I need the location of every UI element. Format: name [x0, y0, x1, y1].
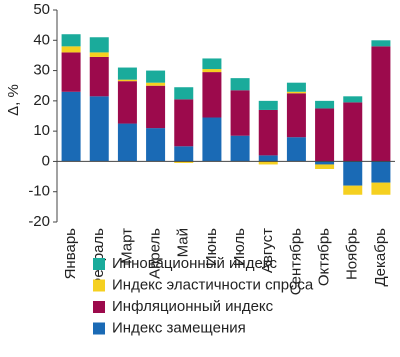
x-tick-label: Октябрь — [316, 228, 333, 286]
bar-segment — [230, 78, 250, 91]
bar-segment — [343, 161, 363, 186]
bar-segment — [89, 96, 109, 162]
bar-segment — [343, 102, 363, 162]
bar-segment — [343, 96, 363, 103]
legend-swatch — [93, 279, 105, 292]
bar-segment — [117, 79, 137, 82]
x-tick-label: Январь — [62, 228, 79, 280]
bar-segment — [202, 117, 222, 162]
legend-swatch — [93, 301, 105, 313]
bar-segment — [286, 93, 306, 138]
bar-segment — [258, 100, 278, 110]
legend-label: Инновационный индекс — [112, 255, 278, 272]
legend-swatch — [93, 258, 105, 270]
y-tick-label: -20 — [28, 213, 50, 230]
x-tick-label: Март — [118, 228, 135, 264]
bar-segment — [174, 146, 194, 162]
x-tick-label: Сентябрь — [287, 228, 304, 295]
bar-segment — [286, 137, 306, 162]
bar-segment — [202, 58, 222, 70]
bar-segment — [89, 52, 109, 57]
bar-segment — [61, 91, 81, 162]
bar-segment — [371, 40, 391, 47]
bar-segment — [174, 161, 194, 163]
bar-segment — [258, 161, 278, 165]
bar-segment — [146, 70, 166, 83]
y-tick-label: 0 — [42, 152, 50, 169]
bar-segment — [174, 87, 194, 100]
bar-segment — [146, 128, 166, 162]
bar-segment — [202, 69, 222, 73]
bar-segment — [315, 164, 335, 169]
bar-segment — [286, 82, 306, 92]
bar-segment — [230, 135, 250, 162]
bar-segment — [371, 46, 391, 162]
legend-label: Индекс эластичности спроса — [112, 276, 314, 293]
bar-segment — [202, 72, 222, 118]
bar-segment — [117, 123, 137, 162]
bar-segment — [315, 100, 335, 109]
x-tick-label: Август — [259, 228, 276, 273]
bar-segment — [117, 81, 137, 124]
bar-segment — [315, 161, 335, 165]
y-tick-label: 50 — [33, 1, 50, 18]
bar-segment — [371, 182, 391, 195]
y-tick-label: 10 — [33, 122, 50, 139]
bar-segment — [315, 108, 335, 162]
y-tick-label: -10 — [28, 183, 50, 200]
x-tick-label: Июль — [231, 228, 248, 266]
x-tick-label: Апрель — [147, 228, 164, 279]
legend-label: Индекс замещения — [112, 319, 246, 336]
bar-segment — [258, 109, 278, 156]
bar-segment — [61, 46, 81, 53]
bar-segment — [117, 67, 137, 80]
bar-segment — [146, 82, 166, 86]
y-tick-label: 40 — [33, 31, 50, 48]
bar-segment — [146, 85, 166, 129]
bar-segment — [286, 91, 306, 94]
bar-segment — [174, 99, 194, 147]
bar-segment — [89, 37, 109, 53]
x-tick-label: Май — [175, 228, 192, 257]
legend-label: Инфляционный индекс — [112, 298, 274, 315]
x-tick-label: Ноябрь — [344, 228, 361, 280]
legend-swatch — [93, 322, 105, 335]
bar-segment — [371, 161, 391, 183]
y-tick-label: 30 — [33, 62, 50, 79]
bar-segment — [343, 185, 363, 195]
y-tick-label: 20 — [33, 92, 50, 109]
bar-segment — [258, 155, 278, 162]
x-tick-label: Июнь — [203, 228, 220, 266]
bar-segment — [230, 90, 250, 136]
bar-segment — [61, 34, 81, 47]
bar-segment — [61, 52, 81, 92]
y-axis-label: Δ, % — [5, 84, 22, 116]
bar-segment — [89, 56, 109, 97]
x-tick-label: Декабрь — [372, 228, 389, 287]
